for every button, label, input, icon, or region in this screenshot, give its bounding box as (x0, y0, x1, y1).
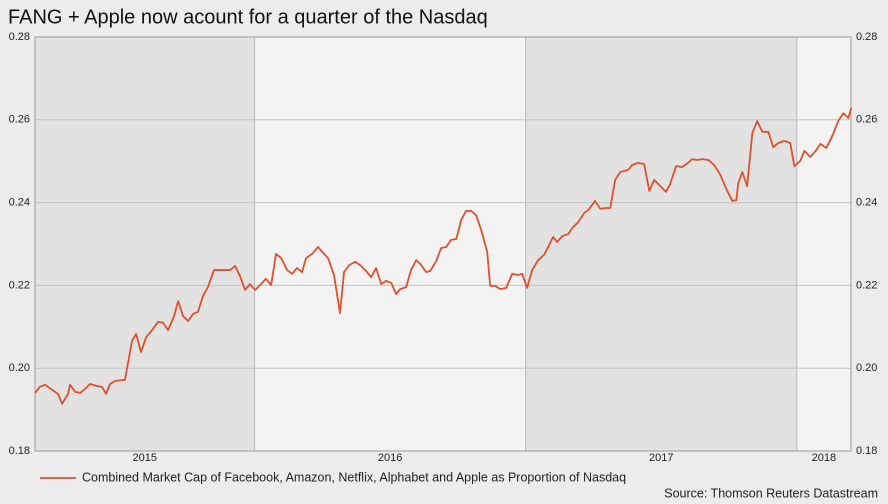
x-tick-label: 2017 (649, 452, 673, 464)
data-line (34, 107, 853, 405)
year-band (525, 37, 797, 451)
y-tick-label: 0.20 (9, 362, 30, 374)
y-tick-label: 0.24 (9, 197, 30, 209)
source-note: Source: Thomson Reuters Datastream (664, 486, 878, 500)
year-band (35, 37, 255, 451)
x-tick-label: 2015 (133, 452, 157, 464)
y2-tick-label: 0.26 (856, 114, 877, 126)
y2-tick-label: 0.22 (856, 279, 877, 291)
y-tick-label: 0.26 (9, 114, 30, 126)
y-tick-label: 0.22 (9, 279, 30, 291)
y2-tick-label: 0.28 (856, 31, 877, 43)
x-tick-label: 2016 (378, 452, 402, 464)
plot-border (34, 36, 852, 452)
y2-tick-label: 0.24 (856, 197, 877, 209)
y-tick-label: 0.28 (9, 31, 30, 43)
y2-tick-label: 0.20 (856, 362, 877, 374)
legend-label: Combined Market Cap of Facebook, Amazon,… (82, 470, 626, 484)
chart-title: FANG + Apple now acount for a quarter of… (8, 6, 488, 28)
y2-tick-label: 0.18 (856, 445, 877, 457)
year-band (254, 37, 526, 451)
year-band (796, 37, 851, 451)
x-tick-label: 2018 (812, 452, 836, 464)
y-tick-label: 0.18 (9, 445, 30, 457)
